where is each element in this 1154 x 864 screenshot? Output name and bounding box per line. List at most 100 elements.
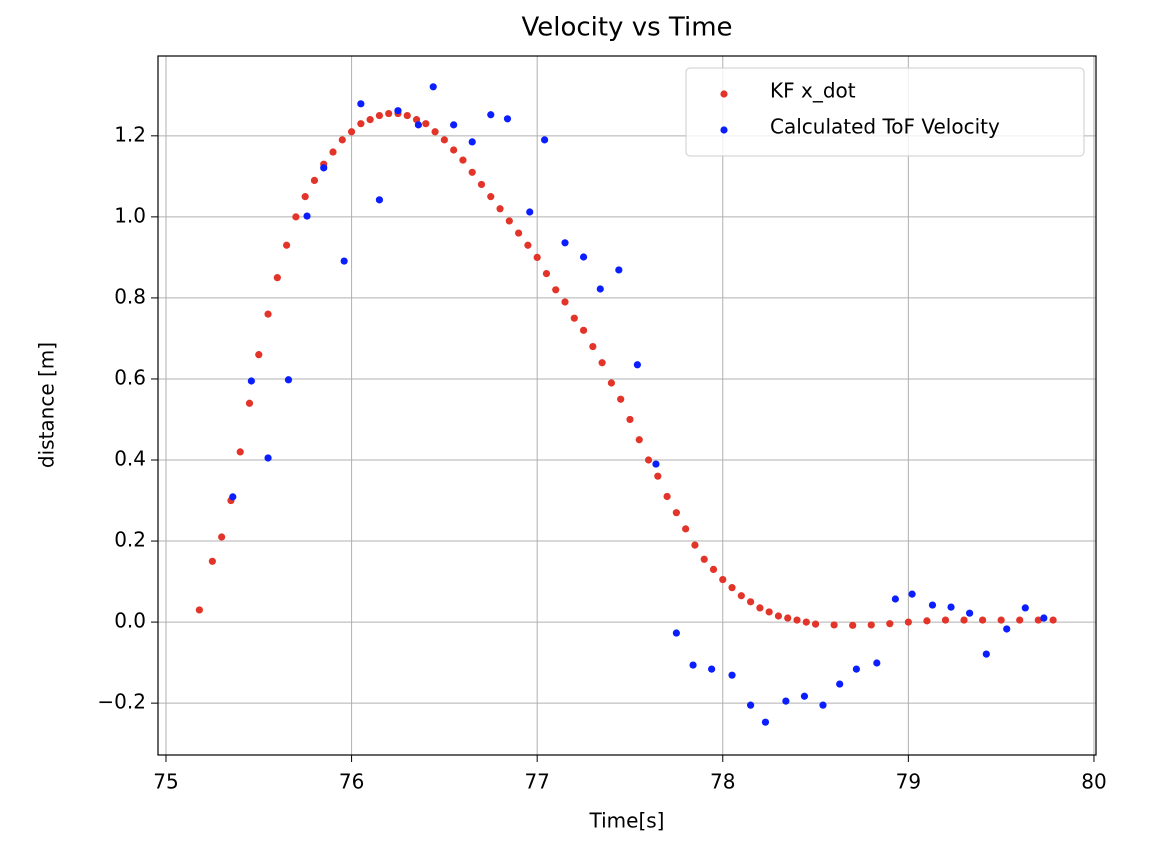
point [440,136,448,144]
point [747,701,755,709]
point [431,128,439,136]
point [800,692,809,700]
point [403,111,411,120]
point [229,493,237,501]
point [429,83,437,91]
point [208,557,216,565]
point [589,342,597,351]
point [273,274,281,282]
x-tick-label: 79 [896,770,921,794]
x-tick-label: 80 [1081,770,1106,794]
point [615,266,623,274]
point [422,120,430,128]
point [310,176,319,185]
point [526,208,534,216]
x-axis-label: Time[s] [589,809,665,833]
x-tick-label: 78 [710,770,735,794]
point [682,525,690,533]
y-tick-label: −0.2 [97,690,146,714]
legend-box [685,67,1085,157]
point [477,180,486,189]
point [672,509,680,517]
legend-label: KF x_dot [770,79,856,103]
point [941,616,950,624]
point [852,665,860,673]
point [487,111,495,119]
point [503,115,512,123]
point [756,604,764,612]
point [761,718,770,726]
point [505,217,513,225]
point [709,565,718,574]
point [811,620,820,628]
point [765,608,773,616]
plot-frame [157,55,1097,756]
point [320,164,328,172]
x-tick-label: 75 [153,770,178,794]
point [375,111,384,120]
point [329,148,337,156]
point [338,136,346,144]
point [366,116,374,124]
point [218,533,226,541]
point [561,298,569,306]
point [579,326,588,334]
point [255,351,263,359]
point [394,107,402,115]
y-axis-label: distance [m] [35,342,59,468]
point [542,270,551,278]
point [552,286,560,294]
point [533,253,541,261]
point [245,399,254,407]
point [375,196,384,204]
point [886,620,894,628]
y-tick-label: 0.2 [114,528,146,552]
point [1003,625,1011,633]
point [450,121,458,129]
point [303,212,311,220]
point [982,650,990,658]
y-tick-label: 0.6 [114,365,146,389]
point [747,598,755,606]
point [347,128,356,136]
point [700,555,708,563]
point [561,239,569,247]
point [691,541,699,549]
point [247,377,255,385]
point [496,205,504,213]
point [947,603,955,611]
point [459,156,467,164]
point [979,616,987,624]
point [515,229,523,237]
point [867,621,875,629]
point [689,661,697,669]
point [1040,614,1048,622]
point [1016,616,1024,624]
point [793,616,801,624]
point [301,193,309,201]
point [849,621,857,629]
point [654,472,662,480]
point [596,285,604,293]
point [737,592,745,600]
point [663,492,671,501]
point [908,590,916,598]
point [1021,604,1029,612]
point [570,314,578,322]
point [540,136,549,144]
point [830,621,838,629]
point [633,361,641,369]
point [607,379,616,387]
y-tick-label: 1.0 [114,203,146,227]
point [784,614,792,622]
point [728,584,736,592]
point [195,606,203,614]
point [487,193,495,201]
y-tick-label: 0.4 [114,447,146,471]
point [960,616,968,624]
point [357,100,365,108]
point [385,109,393,118]
y-tick-label: 0.0 [114,609,146,633]
point [782,697,790,705]
